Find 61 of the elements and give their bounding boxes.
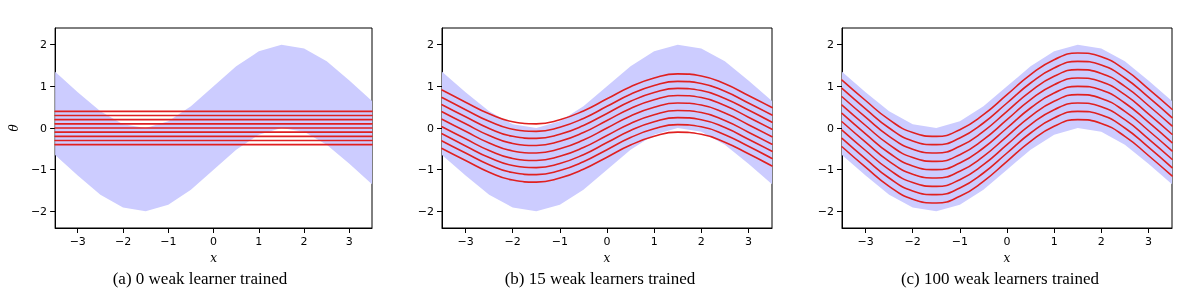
line-series [441,123,773,176]
x-tick-label: 2 [300,235,308,248]
line-series [841,85,1173,171]
x-axis-title: x [603,250,611,265]
x-tick-label: −3 [69,235,86,248]
line-series [841,93,1173,179]
line-series [441,109,773,162]
text: (b) 15 weak learners trained [504,269,696,288]
x-tick-label: 0 [210,235,218,248]
y-tick-label: −2 [817,204,834,218]
line-series [441,73,773,125]
x-tick-label: −1 [160,235,177,248]
x-tick-label: 3 [744,235,752,248]
x-tick-label: 3 [345,235,353,248]
x-tick-label: −1 [551,235,568,248]
line-series [841,68,1173,154]
line-series [841,102,1173,188]
line-series [441,116,773,169]
x-tick-label: 3 [1144,235,1152,248]
x-axis-title: x [210,250,218,265]
line-series [441,131,773,183]
line-series [841,60,1173,146]
x-tick-label: 2 [697,235,705,248]
y-tick-label: 1 [827,79,834,93]
x-tick-label: −3 [457,235,474,248]
x-tick-label: −2 [114,235,132,248]
x-axis-title: x [1003,250,1011,265]
y-tick-label: −1 [30,163,48,177]
y-tick-label: −2 [417,204,434,218]
x-tick-label: −1 [951,235,968,248]
y-tick-label: 1 [427,79,434,93]
x-tick-label: −2 [504,235,521,248]
line-series [841,118,1173,204]
line-series [441,87,773,140]
x-tick-label: 1 [650,235,658,248]
x-tick-label: 0 [1003,235,1011,248]
x-tick-label: −2 [904,235,921,248]
y-tick-label: 2 [40,38,48,52]
x-tick-label: 0 [603,235,611,248]
y-tick-label: 0 [827,121,834,135]
text: (a) 0 weak learner trained [112,269,288,288]
x-tick-label: 2 [1097,235,1105,248]
y-tick-label: 0 [40,121,48,135]
x-tick-label: 1 [1050,235,1058,248]
y-tick-label: 0 [427,121,434,135]
y-tick-label: −1 [817,163,834,177]
y-tick-label: −1 [417,163,434,177]
line-series [841,77,1173,163]
line-series [441,80,773,133]
x-tick-label: 1 [255,235,263,248]
y-axis-title: θ [7,123,21,132]
line-series [841,52,1173,138]
line-series [841,110,1173,196]
x-tick-label: −3 [857,235,874,248]
y-tick-label: −2 [30,204,48,218]
text: (c) 100 weak learners trained [900,269,1100,288]
y-tick-label: 2 [827,38,834,52]
line-series [441,94,773,147]
y-tick-label: 2 [427,38,434,52]
y-tick-label: 1 [40,79,48,93]
line-series [441,102,773,154]
